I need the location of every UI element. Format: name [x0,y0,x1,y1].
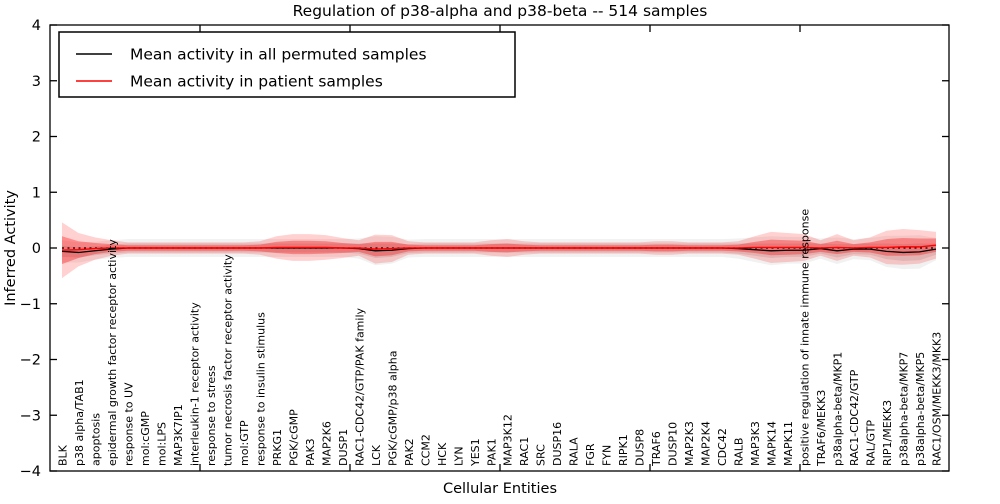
y-tick-label: −3 [20,408,41,424]
x-tick-label: FGR [584,443,597,466]
x-tick-label: BLK [57,444,70,466]
x-tick-label: apoptosis [89,413,102,466]
x-tick-label: CDC42 [716,428,729,466]
x-tick-label: PRKG1 [271,429,284,466]
legend-label: Mean activity in patient samples [130,73,383,91]
x-tick-label: SRC [535,444,548,466]
x-tick-label: RAC1-CDC42/GTP [848,369,861,466]
chart-title: Regulation of p38-alpha and p38-beta -- … [293,2,708,20]
x-tick-label: p38alpha-beta/MKP1 [832,352,845,466]
x-tick-label: positive regulation of innate immune res… [799,209,812,466]
legend-box [58,31,516,98]
y-tick-label: 4 [32,18,41,34]
y-tick-label: −2 [20,353,41,369]
patient-mean-line [61,244,937,251]
x-tick-label: DUSP1 [337,429,350,466]
x-tick-label: TRAF6 [650,431,663,467]
x-tick-label: MAPK14 [766,421,779,466]
x-tick-label: MAP2K6 [320,421,333,466]
x-tick-label: TRAF6/MEKK3 [815,390,828,467]
x-tick-label: interleukin-1 receptor activity [188,302,201,466]
x-tick-label: PAK2 [403,438,416,466]
patient-band-outer [62,222,936,279]
plot-area: −4 −3 −2 −1 0 1 2 3 4 BLK p38 alpha/TAB1 apoptosis e… [20,18,949,480]
y-tick-label: 3 [32,74,41,90]
x-axis-label: Cellular Entities [443,481,557,497]
x-tick-label: LCK [370,444,383,466]
x-tick-label: p38 alpha/TAB1 [73,379,86,466]
x-tick-label: MAP2K4 [700,421,713,466]
x-tick-label: CCM2 [419,434,432,466]
x-tick-label: RAC1/OSM/MEKK3/MKK3 [931,332,944,466]
x-tick-label: response to stress [205,365,218,466]
y-tick-label: −1 [20,297,41,313]
x-tick-label: response to insulin stimulus [254,312,267,466]
x-tick-label: RALB [733,438,746,466]
permuted-band-outer [62,235,936,270]
x-tick-label: RAC1 [518,437,531,466]
x-tick-label: YES1 [469,438,482,467]
x-tick-label: MAP3K12 [502,414,515,466]
y-tick-label: 1 [32,185,41,201]
x-tick-label: MAP3K7IP1 [172,404,185,466]
x-tick-label: PAK3 [304,438,317,466]
x-tick-label: p38alpha-beta/MKP5 [914,352,927,466]
y-tick-label: 2 [32,130,41,146]
x-tick-label: mol:cGMP [139,411,152,466]
plot-frame [49,24,950,472]
x-tick-label: DUSP8 [634,429,647,466]
x-tick-label: MAPK11 [782,421,795,466]
x-tick-label: PGK/cGMP/p38 alpha [386,351,399,466]
x-tick-label: response to UV [122,382,135,466]
y-tick-label: −4 [20,464,41,480]
x-tick-label: RIPK1 [617,434,630,466]
x-tick-label: LYN [452,446,465,466]
x-tick-label: MAP3K3 [749,421,762,466]
y-tick-label: 0 [32,241,41,257]
x-tick-label: epidermal growth factor receptor activit… [106,239,119,466]
legend-label: Mean activity in all permuted samples [130,46,427,64]
x-tick-label: FYN [601,445,614,466]
x-tick-label: DUSP10 [667,422,680,466]
patient-band-inner [62,236,936,265]
x-tick-label: RAL/GTP [865,420,878,466]
y-axis-label: Inferred Activity [3,190,19,306]
x-tick-label: mol:LPS [155,422,168,466]
x-tick-label: tumor necrosis factor receptor activity [221,254,234,466]
x-tick-label: p38alpha-beta/MKP7 [898,352,911,466]
x-tick-label: RAC1-CDC42/GTP/PAK family [353,307,366,466]
x-tick-label: HCK [436,442,449,466]
x-tick-label: mol:GTP [238,420,251,466]
x-tick-label: PGK/cGMP [287,409,300,466]
x-tick-label: DUSP16 [551,422,564,466]
x-tick-label: RALA [568,437,581,466]
x-tick-label: PAK1 [485,438,498,466]
x-tick-label: RIP1/MEKK3 [881,400,894,466]
x-tick-label: MAP2K3 [683,421,696,466]
